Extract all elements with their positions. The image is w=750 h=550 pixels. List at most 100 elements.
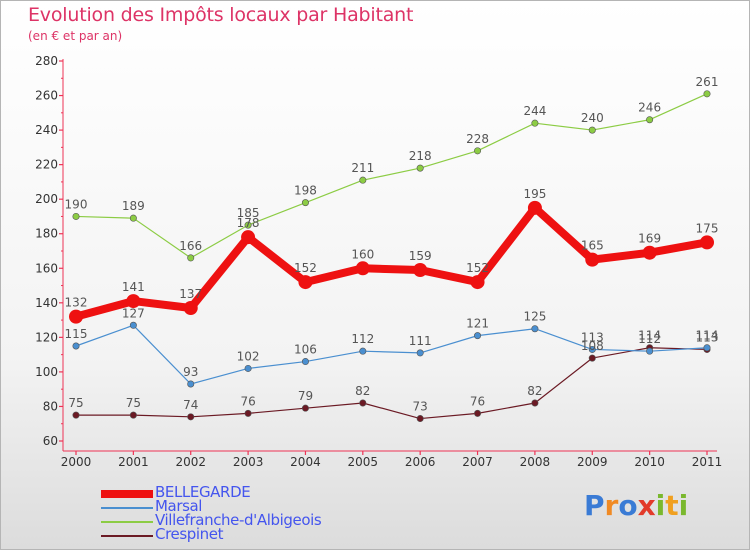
data-label-bellegarde: 169 xyxy=(638,232,661,246)
data-point-bellegarde xyxy=(700,235,714,250)
y-tick-label: 80 xyxy=(43,399,58,413)
data-label-bellegarde: 159 xyxy=(409,249,432,263)
series-line-crespinet xyxy=(75,347,708,420)
series-villefranche-d-albigeois xyxy=(72,90,711,262)
chart-title: Evolution des Impôts locaux par Habitant xyxy=(28,4,414,26)
data-point-villefranche-d-albigeois xyxy=(72,212,80,220)
x-tick-label: 2002 xyxy=(175,455,206,469)
legend-label-villefranche-d-albigeois: Villefranche-d'Albigeois xyxy=(155,511,322,529)
data-label-crespinet: 82 xyxy=(527,384,542,398)
data-label-villefranche-d-albigeois: 166 xyxy=(179,239,202,253)
data-point-marsal xyxy=(703,344,711,352)
logo-letter: x xyxy=(637,489,656,522)
x-tick-label: 2001 xyxy=(118,455,149,469)
data-point-marsal xyxy=(588,345,596,353)
data-label-villefranche-d-albigeois: 211 xyxy=(351,161,374,175)
y-tick-label: 140 xyxy=(35,296,58,310)
x-tick-label: 2000 xyxy=(61,455,92,469)
series-line-bellegarde xyxy=(72,203,711,321)
data-label-marsal: 112 xyxy=(351,332,374,346)
series-line-marsal xyxy=(75,324,708,385)
data-point-villefranche-d-albigeois xyxy=(244,221,252,229)
data-point-bellegarde xyxy=(69,309,83,324)
data-point-bellegarde xyxy=(585,252,600,267)
data-point-villefranche-d-albigeois xyxy=(129,214,137,222)
data-label-villefranche-d-albigeois: 240 xyxy=(581,111,604,125)
x-tick-label: 2010 xyxy=(634,455,665,469)
x-tick-label: 2003 xyxy=(233,455,264,469)
data-label-bellegarde: 137 xyxy=(179,287,202,301)
data-point-marsal xyxy=(359,347,367,355)
data-label-marsal: 106 xyxy=(294,343,317,357)
data-label-crespinet: 82 xyxy=(355,384,370,398)
data-label-crespinet: 74 xyxy=(183,398,198,412)
data-point-marsal xyxy=(531,325,539,333)
data-label-marsal: 127 xyxy=(122,306,145,320)
y-tick-label: 200 xyxy=(35,192,58,206)
logo-letter: r xyxy=(604,489,619,522)
data-label-bellegarde: 195 xyxy=(523,187,546,201)
data-label-crespinet: 75 xyxy=(126,396,141,410)
data-point-crespinet xyxy=(474,409,482,417)
data-label-marsal: 115 xyxy=(65,327,88,341)
y-tick-label: 60 xyxy=(43,434,58,448)
data-point-villefranche-d-albigeois xyxy=(301,199,309,207)
data-label-villefranche-d-albigeois: 261 xyxy=(696,75,719,89)
data-point-villefranche-d-albigeois xyxy=(359,176,367,184)
data-point-crespinet xyxy=(588,354,596,362)
legend-label-bellegarde: BELLEGARDE xyxy=(155,483,251,501)
data-point-bellegarde xyxy=(413,263,428,277)
data-label-bellegarde: 160 xyxy=(351,247,374,261)
y-tick-label: 220 xyxy=(35,158,58,172)
legend-swatch-bellegarde xyxy=(101,490,153,498)
data-label-crespinet: 113 xyxy=(696,330,719,344)
data-point-crespinet xyxy=(531,399,539,407)
data-label-marsal: 111 xyxy=(409,334,432,348)
data-point-bellegarde xyxy=(126,294,141,309)
data-label-villefranche-d-albigeois: 189 xyxy=(122,199,145,213)
y-tick-label: 120 xyxy=(35,330,58,344)
data-point-bellegarde xyxy=(298,275,313,290)
series-layer xyxy=(69,90,714,423)
data-label-bellegarde: 175 xyxy=(696,221,719,235)
data-point-marsal xyxy=(129,321,137,329)
data-point-bellegarde xyxy=(355,261,370,276)
data-label-bellegarde: 141 xyxy=(122,280,145,294)
x-tick-label: 2009 xyxy=(577,455,608,469)
data-label-crespinet: 79 xyxy=(298,389,313,403)
data-label-villefranche-d-albigeois: 198 xyxy=(294,184,317,198)
logo-letter: i xyxy=(655,489,666,522)
data-label-marsal: 125 xyxy=(523,310,546,324)
data-point-bellegarde xyxy=(470,275,485,290)
data-label-bellegarde: 132 xyxy=(65,296,88,310)
x-tick-label: 2006 xyxy=(405,455,436,469)
logo-letter: o xyxy=(618,489,638,522)
data-label-villefranche-d-albigeois: 246 xyxy=(638,101,661,115)
data-label-crespinet: 75 xyxy=(68,396,83,410)
legend-swatch-crespinet xyxy=(101,535,153,537)
data-point-crespinet xyxy=(72,411,80,419)
axes: 60 80 100 120 140 160 180 200 220 240 260 280 2000 20… xyxy=(35,54,722,469)
logo-letter: t xyxy=(665,489,679,522)
data-label-marsal: 93 xyxy=(183,365,198,379)
y-tick-label: 260 xyxy=(35,89,58,103)
data-point-crespinet xyxy=(359,399,367,407)
y-tick-label: 160 xyxy=(35,261,58,275)
y-tick-label: 280 xyxy=(35,54,58,68)
data-label-crespinet: 76 xyxy=(470,394,485,408)
data-point-marsal xyxy=(416,349,424,357)
data-label-marsal: 114 xyxy=(696,329,719,343)
y-tick-label: 100 xyxy=(35,365,58,379)
data-point-bellegarde xyxy=(241,230,256,245)
data-point-villefranche-d-albigeois xyxy=(416,164,424,172)
data-point-marsal xyxy=(646,347,654,355)
data-point-marsal xyxy=(72,342,80,350)
data-label-marsal: 121 xyxy=(466,317,489,331)
data-point-crespinet xyxy=(301,404,309,412)
logo-letter: i xyxy=(678,489,689,522)
data-label-villefranche-d-albigeois: 244 xyxy=(523,104,546,118)
legend-label-crespinet: Crespinet xyxy=(155,525,224,543)
data-label-crespinet: 76 xyxy=(240,394,255,408)
